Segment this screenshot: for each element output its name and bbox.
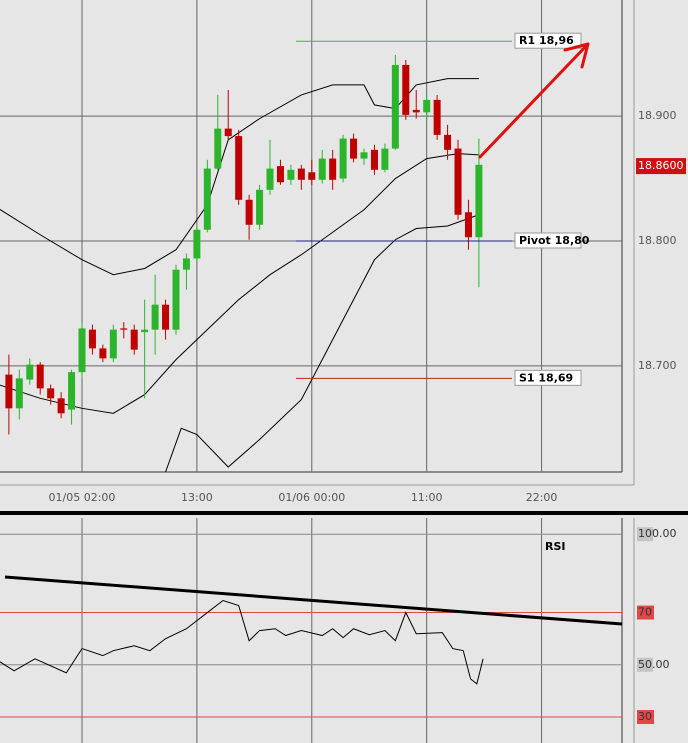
candle-body	[308, 172, 316, 180]
y-tick-box	[637, 605, 654, 620]
x-tick-label: 01/06 00:00	[278, 491, 345, 504]
x-tick-label: 22:00	[526, 491, 558, 504]
y-tick-label: 30	[638, 710, 652, 723]
candle-body	[15, 378, 23, 409]
candle-body	[475, 164, 483, 238]
candle-body	[141, 329, 149, 333]
candle-body	[182, 258, 190, 270]
candle-body	[444, 134, 452, 150]
candle-body	[245, 199, 253, 225]
candle-body	[350, 138, 358, 159]
candle-body	[5, 374, 13, 409]
candle-body	[256, 189, 264, 225]
candle-body	[412, 109, 420, 113]
y-tick-label: 70	[638, 606, 652, 619]
candle-body	[36, 364, 44, 389]
x-tick-label: 11:00	[411, 491, 443, 504]
candle-body	[276, 166, 284, 183]
candle-body	[214, 128, 222, 169]
y-tick-label: 18.900	[638, 109, 677, 122]
level-label: Pivot 18,80	[519, 234, 590, 247]
y-tick-box	[637, 527, 653, 542]
candle-body	[109, 329, 117, 359]
candle-body	[120, 328, 128, 330]
last-price-label: 18.8600	[638, 159, 684, 172]
candle-body	[297, 168, 305, 180]
level-label-box	[514, 32, 582, 49]
y-tick-label: 18.700	[638, 359, 677, 372]
y-tick-label: 100.00	[638, 527, 677, 540]
candle-body	[47, 388, 55, 399]
rsi-line	[0, 599, 484, 685]
candle-body	[454, 148, 462, 215]
candle-body	[88, 329, 96, 349]
level-label: S1 18,69	[519, 371, 573, 384]
x-tick-label: 13:00	[181, 491, 213, 504]
rsi-plot: 100.00 70 50.00 30	[0, 518, 677, 743]
candle-body	[235, 136, 243, 200]
candle-body	[130, 329, 138, 350]
candle-body	[57, 398, 65, 414]
candle-body	[339, 138, 347, 179]
last-price-box	[636, 158, 686, 175]
level-label: R1 18,96	[519, 34, 574, 47]
y-tick-label: 50.00	[638, 658, 670, 671]
y-tick-box	[637, 710, 654, 725]
candle-body	[370, 149, 378, 170]
candle-body	[203, 168, 211, 230]
rsi-trendline	[4, 575, 623, 626]
band-line	[165, 214, 480, 472]
y-tick-label: 18.800	[638, 234, 677, 247]
level-label-box	[514, 369, 582, 386]
candle-body	[162, 304, 170, 330]
candle-body	[193, 229, 201, 259]
candle-body	[433, 99, 441, 135]
candle-body	[318, 158, 326, 180]
rsi-title: RSI	[545, 540, 566, 553]
candle-body	[402, 64, 410, 115]
band-line	[0, 153, 479, 414]
candle-body	[224, 128, 232, 137]
candle-body	[287, 169, 295, 180]
candle-body	[360, 152, 368, 159]
candle-body	[381, 148, 389, 170]
candle-body	[78, 328, 86, 373]
candle-body	[391, 64, 399, 149]
overlay: 01/05 02:00 13:00 01/06 00:00 11:00 22:00 18.…	[49, 32, 686, 504]
candle-body	[266, 168, 274, 190]
candle-body	[99, 348, 107, 359]
candle-body	[26, 364, 34, 380]
x-tick-label: 01/05 02:00	[49, 491, 116, 504]
candle-body	[423, 99, 431, 113]
forecast-arrow	[478, 42, 590, 159]
y-tick-box	[637, 657, 653, 672]
candle-body	[151, 304, 159, 330]
level-label-box	[514, 232, 582, 249]
candle-body	[329, 158, 337, 180]
candle-body	[464, 212, 472, 238]
candle-body	[172, 269, 180, 330]
candle-body	[68, 372, 76, 410]
